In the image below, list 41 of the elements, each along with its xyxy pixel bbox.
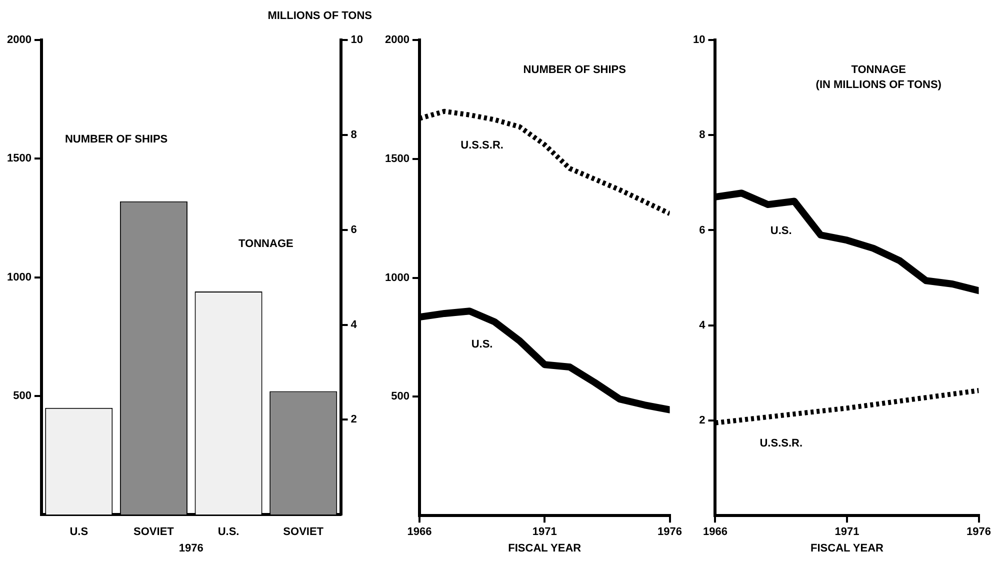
x-tick-label: 1966 xyxy=(702,526,728,538)
series-label: U.S. xyxy=(471,338,493,350)
x-tick-label: U.S. xyxy=(218,526,240,538)
x-tick-label: 1971 xyxy=(532,526,557,538)
x-axis-title: FISCAL YEAR xyxy=(810,542,884,554)
text: (IN MILLIONS OF TONS) xyxy=(816,79,942,92)
y-tick-label: 8 xyxy=(699,129,706,142)
y-tick-label: 2 xyxy=(699,414,706,427)
x-tick-label: 1976 xyxy=(658,526,682,538)
y-tick-label: 10 xyxy=(692,34,706,46)
y2-axis-title: MILLIONS OF TONS xyxy=(268,10,372,22)
y-tick-label: 2000 xyxy=(6,34,32,46)
x-tick-label: SOVIET xyxy=(283,526,324,538)
y2-tick-label: 8 xyxy=(350,128,357,141)
y-tick-label: 2000 xyxy=(384,34,410,46)
y-tick-label: 500 xyxy=(13,390,32,402)
y-tick-label: 6 xyxy=(699,224,706,236)
y2-tick-label: 10 xyxy=(350,34,364,46)
y-tick-label: 1500 xyxy=(6,152,32,165)
x-tick-label: SOVIET xyxy=(134,526,174,538)
text: NUMBER OF SHIPS xyxy=(523,64,626,76)
text: TONNAGE xyxy=(851,64,906,76)
y2-tick-label: 4 xyxy=(350,318,358,331)
x-tick-label: 1966 xyxy=(407,526,432,538)
annotation: TONNAGE xyxy=(238,238,294,250)
y-tick-label: 4 xyxy=(699,319,706,332)
y-tick-label: 1000 xyxy=(384,272,410,284)
y-tick-label: 1000 xyxy=(6,271,32,284)
y-tick-label: 1500 xyxy=(384,152,410,165)
x-axis-title: 1976 xyxy=(178,542,204,554)
x-tick-label: U.S xyxy=(70,526,88,538)
series-label: U.S.S.R. xyxy=(760,438,803,450)
x-tick-label: 1976 xyxy=(966,526,992,538)
y-tick-label: 500 xyxy=(391,390,410,403)
y2-tick-label: 2 xyxy=(350,414,357,426)
annotation: NUMBER OF SHIPS xyxy=(64,134,168,146)
x-axis-title: FISCAL YEAR xyxy=(508,542,582,554)
y2-tick-label: 6 xyxy=(350,224,357,236)
series-label: U.S. xyxy=(770,224,792,237)
x-tick-label: 1971 xyxy=(834,526,860,538)
series-label: U.S.S.R. xyxy=(460,139,504,152)
